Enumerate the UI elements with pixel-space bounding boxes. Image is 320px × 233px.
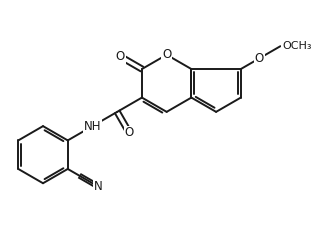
Text: O: O — [125, 126, 134, 139]
Text: NH: NH — [84, 120, 101, 133]
Text: O: O — [162, 48, 171, 61]
Text: O: O — [255, 52, 264, 65]
Text: N: N — [94, 180, 103, 193]
Text: OCH₃: OCH₃ — [282, 41, 311, 51]
Text: O: O — [116, 50, 125, 63]
